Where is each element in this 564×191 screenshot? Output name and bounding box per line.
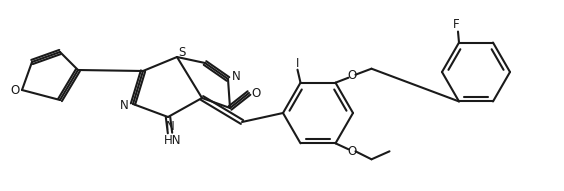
Text: S: S xyxy=(178,45,186,58)
Text: F: F xyxy=(453,18,459,31)
Text: O: O xyxy=(10,83,20,96)
Text: N: N xyxy=(166,120,174,133)
Text: N: N xyxy=(120,99,129,112)
Text: N: N xyxy=(232,70,240,83)
Text: O: O xyxy=(347,69,356,82)
Text: O: O xyxy=(252,87,261,100)
Text: O: O xyxy=(347,145,356,158)
Text: I: I xyxy=(296,57,299,70)
Text: HN: HN xyxy=(164,134,182,147)
